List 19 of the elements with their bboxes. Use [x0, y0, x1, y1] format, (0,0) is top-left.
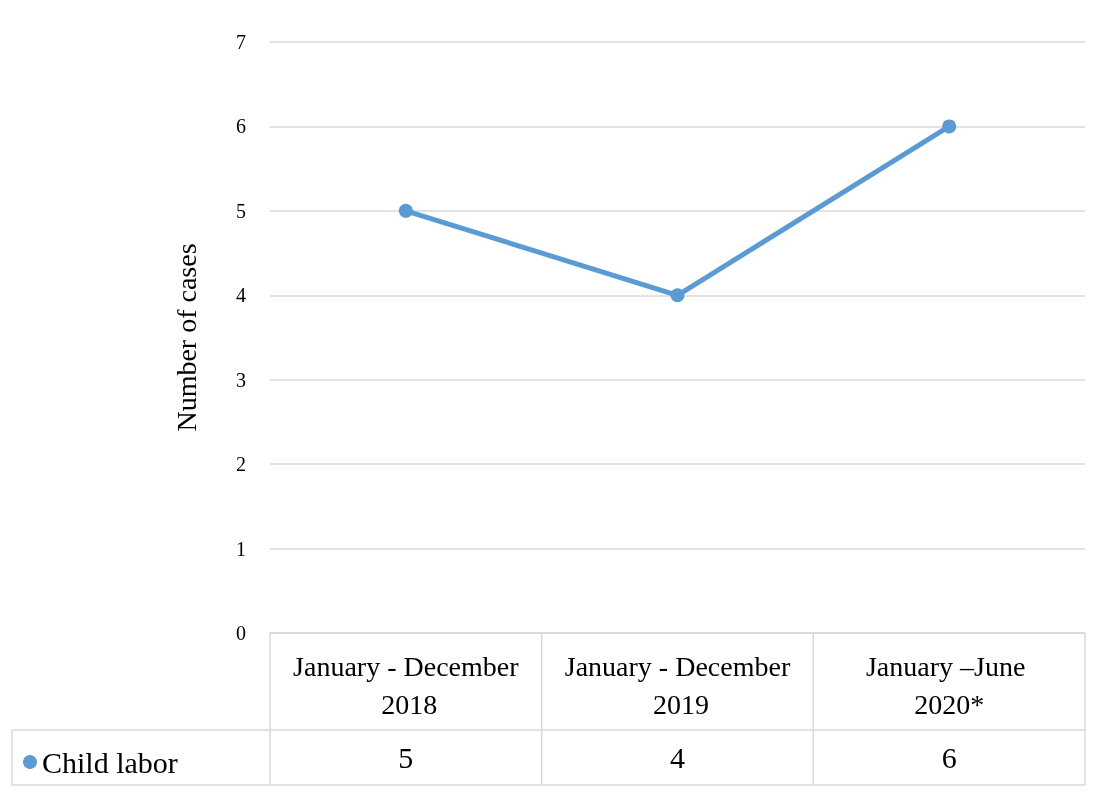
y-tick-label: 7 [236, 31, 246, 53]
x-tick-label: January –June 2020* [865, 650, 1033, 720]
x-tick-label: January - December 2018 [293, 650, 520, 720]
point [670, 288, 685, 303]
y-tick-label: 4 [236, 284, 246, 307]
y-tick-label: 2 [236, 453, 246, 476]
y-tick-label: 5 [236, 199, 246, 222]
point [398, 203, 413, 218]
y-tick-label: 0 [236, 622, 246, 644]
y-tick-label: 3 [236, 368, 246, 391]
point [942, 119, 957, 134]
x-tick-label: January - December 2019 [564, 650, 791, 720]
y-axis-title: Number of cases [170, 243, 202, 432]
data-label: 5 [398, 741, 414, 774]
data-label: 6 [941, 741, 957, 774]
y-tick-label: 1 [236, 537, 246, 560]
y-tick-label: 6 [236, 115, 246, 138]
legend-label: Child labor [42, 745, 178, 779]
data-label: 4 [670, 741, 685, 774]
